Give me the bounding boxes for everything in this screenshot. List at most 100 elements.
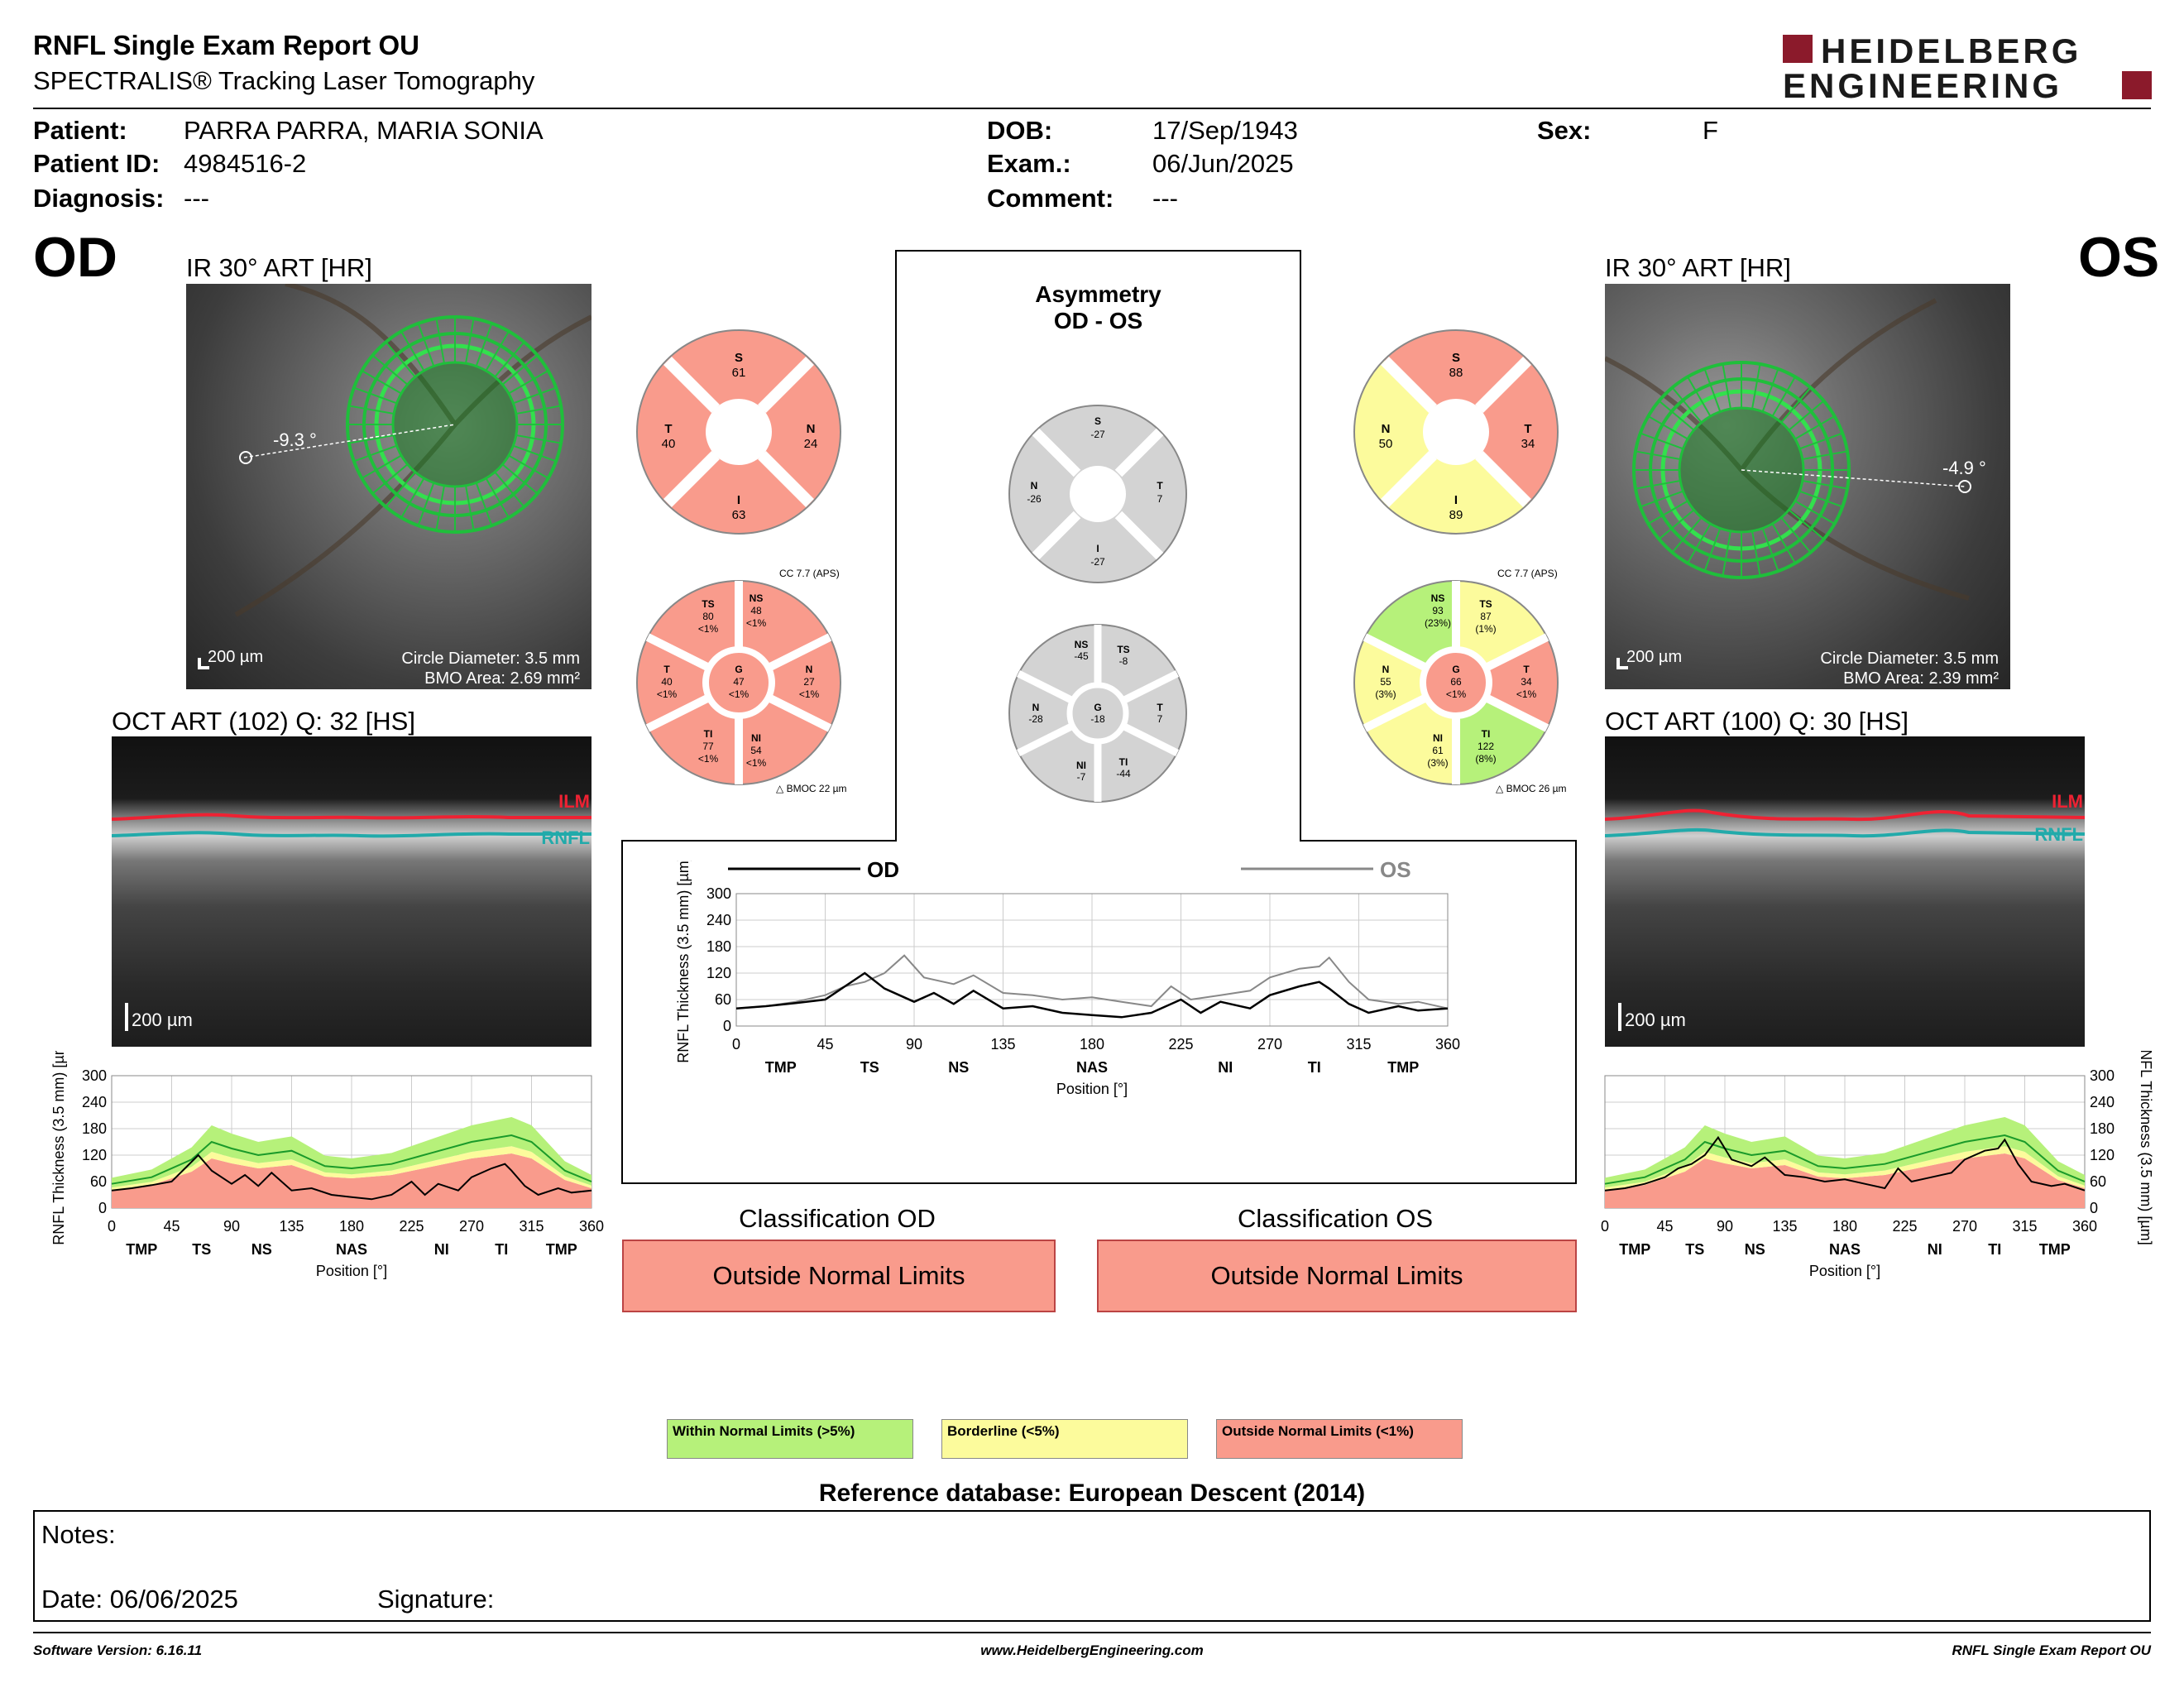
od-q-n-label: N bbox=[806, 422, 816, 436]
od-oct-layers bbox=[112, 813, 592, 838]
os-ir-scale-label: 200 µm bbox=[1626, 648, 1683, 666]
borderline-band bbox=[1605, 1146, 2085, 1190]
od-ilm-label: ILM bbox=[558, 791, 590, 812]
y-tick-label: 120 bbox=[2090, 1147, 2115, 1163]
borderline-band bbox=[112, 1146, 592, 1190]
notes-box: Notes: Date: 06/06/2025 Signature: bbox=[33, 1510, 2151, 1622]
notes-signature: Signature: bbox=[377, 1585, 495, 1614]
scan-spoke bbox=[1794, 500, 1836, 525]
x-tick-label: 45 bbox=[163, 1218, 180, 1235]
scan-spoke bbox=[1799, 490, 1843, 508]
scan-spoke bbox=[1751, 363, 1761, 410]
x-tick-label: 0 bbox=[1601, 1218, 1609, 1235]
asym-sector-g: G -18 bbox=[1090, 702, 1105, 725]
os-thickness-line bbox=[735, 954, 1449, 1009]
scan-spoke bbox=[508, 454, 549, 479]
od-quadrant-wheel bbox=[636, 329, 841, 535]
sector-axis-label: TI bbox=[1308, 1059, 1321, 1076]
scan-spoke bbox=[348, 405, 395, 415]
od-oct-image: ILM RNFL 200 µm bbox=[112, 736, 592, 1047]
od-bmoc: △ BMOC 22 µm bbox=[776, 783, 847, 794]
os-sector-ni: NI 61 (3%) bbox=[1427, 732, 1449, 769]
scan-spoke bbox=[353, 386, 397, 405]
od-q-n-value: 24 bbox=[803, 437, 818, 451]
scan-spoke bbox=[400, 477, 425, 519]
sector-axis-label: NAS bbox=[1076, 1059, 1108, 1076]
sector-axis-label: NI bbox=[1218, 1059, 1233, 1076]
scan-spoke bbox=[435, 318, 445, 364]
scan-spoke bbox=[385, 471, 416, 508]
od-q-t-value: 40 bbox=[661, 437, 676, 451]
asym-q-n-label: N bbox=[1030, 480, 1038, 492]
x-tick-label: 45 bbox=[817, 1036, 833, 1053]
sex-label: Sex: bbox=[1537, 116, 1592, 145]
os-circle-diameter: Circle Diameter: 3.5 mm bbox=[1820, 650, 1999, 668]
os-sector-n: N 55 (3%) bbox=[1375, 664, 1396, 700]
normal-mean-line bbox=[1604, 1134, 2086, 1185]
os-oct-caption: OCT ART (100) Q: 30 [HS] bbox=[1605, 707, 1909, 736]
exam-value: 06/Jun/2025 bbox=[1152, 149, 1294, 178]
y-tick-label: 240 bbox=[2090, 1094, 2115, 1110]
od-cc-label: CC 7.7 (APS) bbox=[779, 568, 840, 579]
y-axis-label: RNFL Thickness (3.5 mm) [µm] bbox=[2138, 1051, 2154, 1245]
y-tick-label: 0 bbox=[98, 1200, 107, 1216]
patient-label: Patient: bbox=[33, 116, 127, 145]
normal-band bbox=[112, 1117, 592, 1188]
scan-spoke bbox=[485, 330, 510, 372]
x-tick-label: 135 bbox=[1772, 1218, 1797, 1235]
scan-spoke bbox=[1658, 400, 1695, 431]
patient-thickness-line bbox=[111, 1153, 592, 1201]
od-angle-label: -9.3 ° bbox=[273, 429, 317, 450]
scan-spoke bbox=[400, 330, 425, 372]
scan-spoke bbox=[1703, 368, 1722, 412]
y-tick-label: 0 bbox=[2090, 1200, 2098, 1216]
asym-q-s-label: S bbox=[1094, 415, 1101, 427]
os-q-s-value: 88 bbox=[1449, 366, 1463, 380]
scan-spoke bbox=[475, 482, 493, 526]
scan-spoke bbox=[1802, 450, 1848, 460]
sector-axis-label: NAS bbox=[336, 1241, 367, 1258]
os-q-i-value: 89 bbox=[1449, 508, 1463, 522]
asym-q-t-value: 7 bbox=[1157, 493, 1163, 505]
os-quadrant-wheel bbox=[1353, 329, 1559, 535]
os-legend-label: OS bbox=[1380, 861, 1411, 882]
os-sector-ti: TI 122 (8%) bbox=[1475, 728, 1497, 765]
sector-axis-label: TI bbox=[1988, 1241, 2001, 1258]
sex-value: F bbox=[1703, 116, 1718, 145]
scan-spoke bbox=[361, 454, 402, 479]
x-tick-label: 270 bbox=[1952, 1218, 1977, 1235]
scan-spoke bbox=[371, 354, 409, 386]
od-sector-g: G 47 <1% bbox=[728, 664, 750, 700]
x-tick-label: 90 bbox=[223, 1218, 240, 1235]
od-ir-caption: IR 30° ART [HR] bbox=[186, 253, 372, 282]
scan-spoke bbox=[1640, 490, 1684, 508]
os-oct-image: ILM RNFL 200 µm bbox=[1605, 736, 2085, 1047]
outside-normal-band bbox=[112, 1153, 592, 1208]
y-tick-label: 180 bbox=[706, 938, 731, 955]
y-tick-label: 60 bbox=[90, 1173, 107, 1190]
os-fundus-image: -4.9 ° 200 µm Circle Diameter: 3.5 mm BM… bbox=[1605, 284, 2010, 689]
y-tick-label: 60 bbox=[2090, 1173, 2106, 1190]
y-axis-label: RNFL Thickness (3.5 mm) [µm] bbox=[50, 1051, 67, 1245]
y-tick-label: 120 bbox=[82, 1147, 107, 1163]
reference-database: Reference database: European Descent (20… bbox=[818, 1479, 1366, 1507]
scan-spoke bbox=[353, 444, 397, 463]
patient-id: 4984516-2 bbox=[184, 149, 307, 178]
x-tick-label: 360 bbox=[579, 1218, 604, 1235]
x-tick-label: 180 bbox=[339, 1218, 364, 1235]
y-tick-label: 60 bbox=[715, 991, 731, 1008]
sector-axis-label: TMP bbox=[1387, 1059, 1419, 1076]
heidelberg-logo: HEIDELBERG ENGINEERING bbox=[1783, 31, 2155, 105]
os-bmoc: △ BMOC 26 µm bbox=[1496, 783, 1567, 794]
x-tick-label: 360 bbox=[1435, 1036, 1460, 1053]
os-sector-wheel bbox=[1353, 580, 1559, 785]
normal-band bbox=[1605, 1117, 2085, 1188]
sector-axis-label: NS bbox=[948, 1059, 969, 1076]
os-ir-scale-bar bbox=[1616, 658, 1628, 669]
sector-axis-label: TS bbox=[1685, 1241, 1704, 1258]
scan-spoke bbox=[1635, 450, 1681, 460]
scan-spoke bbox=[1722, 530, 1731, 577]
scan-spoke bbox=[515, 434, 562, 444]
os-scan-circles bbox=[1605, 298, 1971, 601]
os-q-i-label: I bbox=[1454, 493, 1458, 507]
